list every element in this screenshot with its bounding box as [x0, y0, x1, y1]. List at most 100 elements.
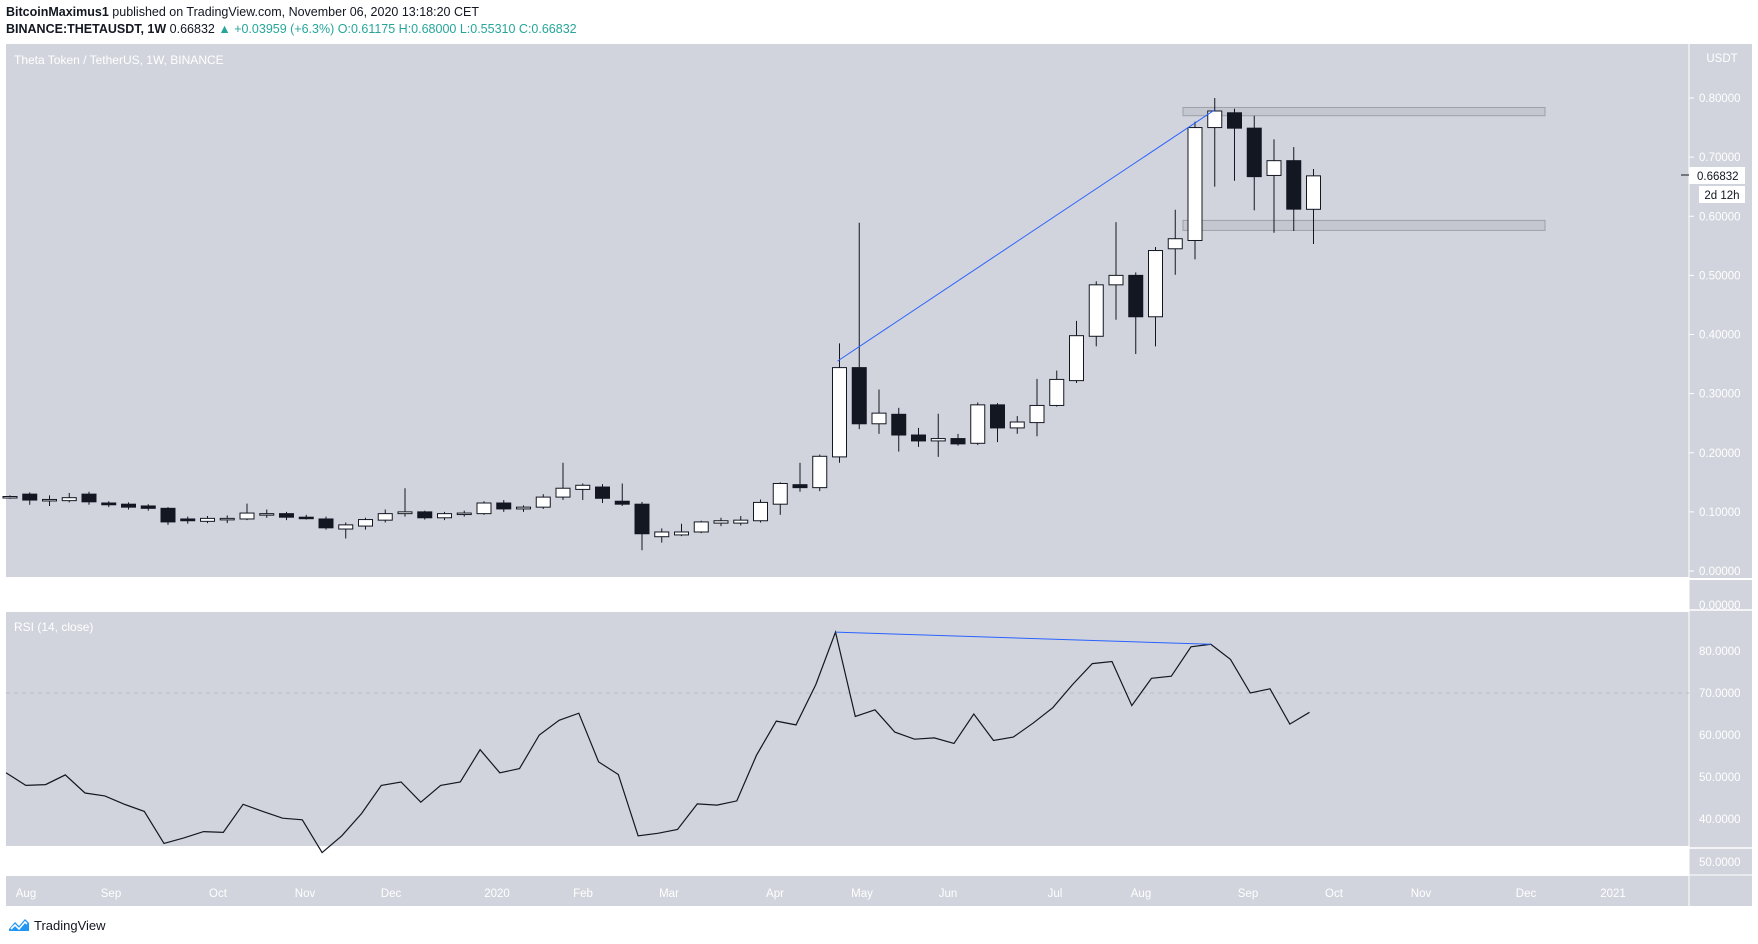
- candle-body: [911, 434, 926, 442]
- candle-body: [950, 438, 966, 445]
- rsi-pane-background: [6, 612, 1689, 846]
- time-tick-label: Sep: [101, 888, 121, 900]
- candle-body: [1029, 404, 1045, 424]
- candle-body: [377, 513, 393, 521]
- price-tick-label: 0.00000: [1699, 566, 1741, 578]
- candle-body: [1187, 127, 1203, 241]
- rsi-trendline: [835, 631, 1211, 645]
- time-tick-label: Dec: [1516, 888, 1537, 900]
- candle-body: [1088, 284, 1104, 337]
- rsi-tick-label: 80.0000: [1699, 646, 1741, 658]
- candle-body: [397, 511, 413, 515]
- time-tick-label: 2021: [1600, 888, 1626, 900]
- candle-body: [476, 502, 492, 515]
- candle-body: [42, 498, 57, 502]
- candle-body: [1266, 160, 1282, 176]
- price-tick-label: 0.60000: [1699, 211, 1741, 223]
- rsi-tick-label: 50.0000: [1699, 772, 1741, 784]
- candle-body: [1207, 110, 1223, 129]
- rsi-series-line: [5, 630, 1310, 854]
- rsi-tick-label: 60.0000: [1699, 730, 1741, 742]
- candle-body: [318, 518, 334, 529]
- candle-body: [140, 505, 156, 509]
- time-tick-label: Dec: [381, 888, 402, 900]
- candle-body: [1009, 421, 1025, 429]
- candle-body: [1049, 378, 1065, 406]
- candle-body: [1108, 274, 1124, 286]
- candle-body: [753, 501, 768, 522]
- candle-body: [121, 503, 136, 508]
- candle-body: [832, 367, 847, 458]
- candle-body: [338, 524, 354, 530]
- chart-header: BitcoinMaximus1 published on TradingView…: [6, 4, 577, 38]
- last-price-tag: [1689, 167, 1745, 184]
- candle-body: [279, 513, 294, 518]
- time-tick-label: Feb: [573, 888, 593, 900]
- candle-body: [1148, 250, 1163, 318]
- candle-body: [1167, 238, 1183, 250]
- time-tick-label: Aug: [16, 888, 36, 900]
- time-tick-label: Aug: [1131, 888, 1151, 900]
- time-tick-label: Sep: [1238, 888, 1258, 900]
- candle-body: [61, 497, 77, 502]
- time-axis[interactable]: [6, 876, 1689, 906]
- price-change: ▲ +0.03959 (+6.3%): [218, 22, 335, 36]
- candle-body: [160, 507, 176, 523]
- candle-body: [437, 513, 452, 519]
- time-tick-label: Nov: [1411, 888, 1432, 900]
- candle-body: [792, 484, 808, 489]
- price-tick-label: 0.70000: [1699, 152, 1741, 164]
- candle-body: [812, 455, 828, 489]
- time-tick-label: Mar: [659, 888, 679, 900]
- main-pane-title: Theta Token / TetherUS, 1W, BINANCE: [14, 53, 224, 67]
- time-tick-label: 2020: [484, 888, 510, 900]
- ohlc-values: O:0.61175 H:0.68000 L:0.55310 C:0.66832: [337, 22, 577, 36]
- candle-body: [1286, 160, 1302, 210]
- candle-body: [1306, 175, 1321, 210]
- candle-body: [1069, 335, 1084, 382]
- rsi-tick-label: 0.00000: [1699, 600, 1741, 612]
- candle-body: [634, 503, 650, 535]
- last-price-tag-label: 0.66832: [1697, 171, 1739, 183]
- price-tick-label: 0.80000: [1699, 93, 1741, 105]
- candle-body: [713, 520, 729, 524]
- countdown-tag: [1699, 186, 1745, 203]
- tradingview-brand-label: TradingView: [34, 917, 106, 933]
- publisher-line: BitcoinMaximus1 published on TradingView…: [6, 4, 577, 21]
- candle-body: [891, 413, 907, 436]
- tradingview-brand[interactable]: TradingView: [8, 917, 106, 933]
- time-tick-label: May: [851, 888, 873, 900]
- price-tick-label: 0.10000: [1699, 507, 1741, 519]
- author-name[interactable]: BitcoinMaximus1: [6, 5, 109, 19]
- candle-body: [1128, 274, 1144, 318]
- candle-body: [693, 521, 709, 533]
- candle-body: [595, 486, 610, 499]
- rsi-pane-title: RSI (14, close): [14, 620, 93, 634]
- candle-body: [180, 518, 196, 522]
- main-pane-background: [6, 44, 1689, 577]
- time-tick-label: Jun: [939, 888, 958, 900]
- candle-body: [496, 502, 512, 510]
- candle-body: [81, 493, 97, 503]
- time-tick-label: Apr: [766, 888, 784, 900]
- time-tick-label: Oct: [209, 888, 228, 900]
- candle-body: [1227, 112, 1242, 129]
- candle-body: [200, 517, 215, 522]
- candle-body: [239, 512, 255, 520]
- symbol-name: BINANCE:THETAUSDT, 1W: [6, 22, 167, 36]
- candle-body: [772, 482, 788, 505]
- price-zone: [1182, 106, 1546, 117]
- price-tick-label: 0.50000: [1699, 270, 1741, 282]
- rsi-tick-label: 70.0000: [1699, 688, 1741, 700]
- candle-body: [930, 438, 946, 442]
- price-tick-label: 0.40000: [1699, 330, 1741, 342]
- countdown-tag-label: 2d 12h: [1704, 190, 1739, 202]
- candle-body: [456, 512, 472, 516]
- candle-body: [535, 496, 551, 508]
- tradingview-logo-icon: [9, 919, 29, 931]
- candle-body: [22, 493, 38, 501]
- symbol-line: BINANCE:THETAUSDT, 1W 0.66832 ▲ +0.03959…: [6, 21, 577, 38]
- currency-label: USDT: [1706, 53, 1737, 65]
- candle-body: [417, 511, 433, 519]
